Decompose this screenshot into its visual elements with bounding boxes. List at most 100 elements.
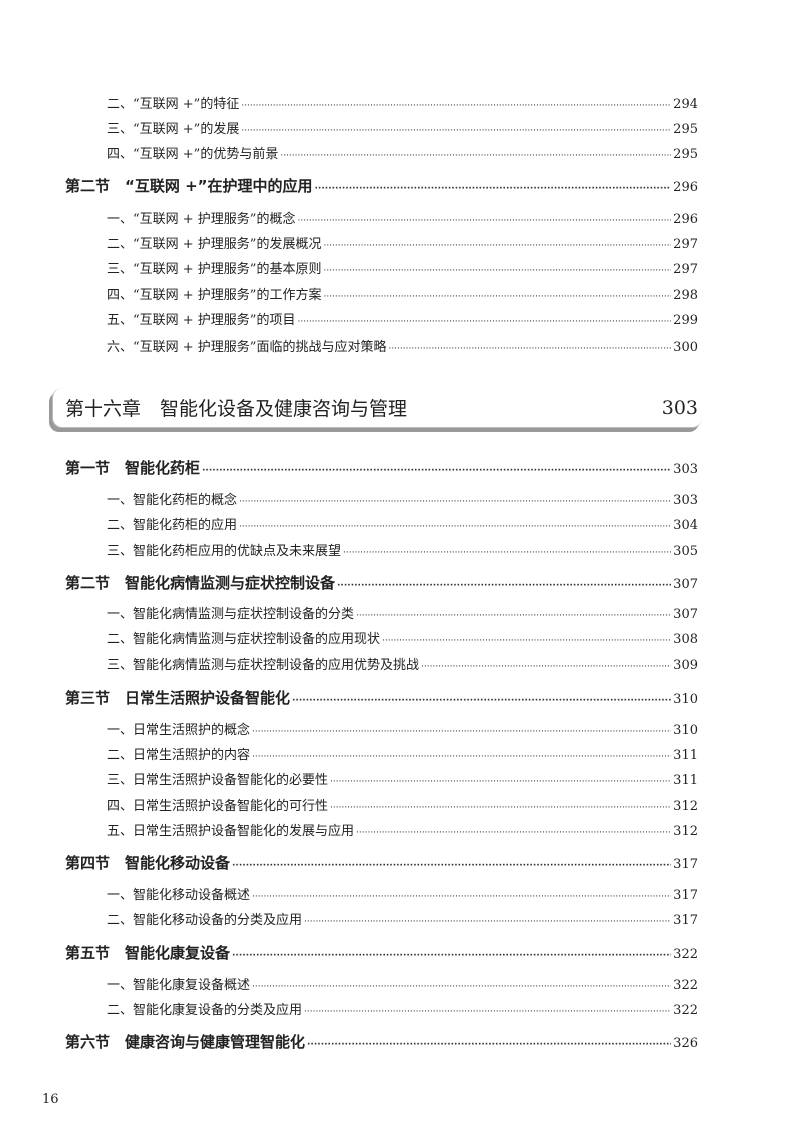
entry-page: 322 [673,978,698,993]
dot-leader [280,152,671,161]
toc-subsection-entry[interactable]: 二、智能化病情监测与症状控制设备的应用现状 308 [0,628,698,647]
entry-title: 一、智能化病情监测与症状控制设备的分类 [107,607,355,622]
entry-page: 317 [673,913,698,928]
entry-page: 298 [673,288,698,303]
dot-leader [330,778,671,787]
toc-subsection-entry[interactable]: 二、智能化康复设备的分类及应用 322 [0,999,698,1018]
entry-title: 四、“互联网 +”的优势与前景 [107,147,279,162]
dot-leader [202,467,671,476]
dot-leader [239,498,671,507]
toc-subsection-entry[interactable]: 二、智能化药柜的应用 304 [0,514,698,533]
entry-title: 三、智能化病情监测与症状控制设备的应用优势及挑战 [107,658,420,673]
entry-title: 五、日常生活照护设备智能化的发展与应用 [107,824,355,839]
entry-page: 296 [673,180,698,195]
entry-title: 四、日常生活照护设备智能化的可行性 [107,799,329,814]
entry-title: 一、“互联网 + 护理服务”的概念 [107,212,296,227]
toc-section-entry[interactable]: 第二节 智能化病情监测与症状控制设备 307 [0,572,698,593]
entry-title: 二、智能化移动设备的分类及应用 [107,913,303,928]
toc-section-entry[interactable]: 第一节 智能化药柜 303 [0,457,698,478]
dot-leader [382,637,671,646]
entry-title: 三、日常生活照护设备智能化的必要性 [107,773,329,788]
entry-page: 303 [673,493,698,508]
entry-page: 305 [673,544,698,559]
chapter-heading[interactable]: 第十六章 智能化设备及健康咨询与管理 303 [52,388,702,428]
toc-subsection-entry[interactable]: 一、智能化康复设备概述 322 [0,974,698,993]
entry-page: 317 [673,888,698,903]
toc-section-entry[interactable]: 第五节 智能化康复设备 322 [0,942,698,963]
entry-title: 二、日常生活照护的内容 [107,748,251,763]
toc-subsection-entry[interactable]: 四、日常生活照护设备智能化的可行性 312 [0,795,698,814]
entry-title: 二、智能化康复设备的分类及应用 [107,1003,303,1018]
toc-subsection-entry[interactable]: 三、“互联网 + 护理服务”的基本原则 297 [0,258,698,277]
dot-leader [241,127,671,136]
entry-title: 四、“互联网 + 护理服务”的工作方案 [107,288,322,303]
dot-leader [337,582,671,591]
toc-subsection-entry[interactable]: 三、日常生活照护设备智能化的必要性 311 [0,769,698,788]
dot-leader [307,1041,671,1050]
toc-subsection-entry[interactable]: 二、“互联网 + 护理服务”的发展概况 297 [0,233,698,252]
entry-page: 308 [673,632,698,647]
entry-title: 三、“互联网 + 护理服务”的基本原则 [107,262,322,277]
chapter-title: 第十六章 智能化设备及健康咨询与管理 [65,398,408,420]
entry-title: 二、“互联网 +”的特征 [107,97,240,112]
entry-title: 一、日常生活照护的概念 [107,723,251,738]
entry-title: 二、智能化病情监测与症状控制设备的应用现状 [107,632,381,647]
dot-leader [421,663,671,672]
toc-section-entry[interactable]: 第二节 “互联网 +”在护理中的应用 296 [0,175,698,196]
dot-leader [315,185,672,194]
entry-page: 295 [673,122,698,137]
entry-title: 一、智能化康复设备概述 [107,978,251,993]
entry-page: 297 [673,237,698,252]
entry-page: 311 [673,748,698,763]
dot-leader [252,753,671,762]
dot-leader [304,1008,671,1017]
dot-leader [252,983,671,992]
toc-subsection-entry[interactable]: 一、“互联网 + 护理服务”的概念 296 [0,208,698,227]
toc-subsection-entry[interactable]: 一、智能化病情监测与症状控制设备的分类 307 [0,603,698,622]
dot-leader [297,318,671,327]
entry-title: 第六节 健康咨询与健康管理智能化 [65,1033,306,1051]
entry-page: 299 [673,313,698,328]
toc-subsection-entry[interactable]: 一、日常生活照护的概念 310 [0,719,698,738]
entry-title: 三、智能化药柜应用的优缺点及未来展望 [107,544,342,559]
toc-subsection-entry[interactable]: 四、“互联网 +”的优势与前景 295 [0,143,698,162]
entry-title: 一、智能化移动设备概述 [107,888,251,903]
entry-page: 312 [673,799,698,814]
toc-subsection-entry[interactable]: 四、“互联网 + 护理服务”的工作方案 298 [0,284,698,303]
entry-page: 296 [673,212,698,227]
toc-subsection-entry[interactable]: 三、智能化病情监测与症状控制设备的应用优势及挑战 309 [0,654,698,673]
toc-section-entry[interactable]: 第四节 智能化移动设备 317 [0,852,698,873]
toc-subsection-entry[interactable]: 二、日常生活照护的内容 311 [0,744,698,763]
entry-page: 311 [673,773,698,788]
entry-page: 322 [673,947,698,962]
toc-subsection-entry[interactable]: 三、智能化药柜应用的优缺点及未来展望 305 [0,540,698,559]
entry-title: 第一节 智能化药柜 [65,459,201,477]
toc-subsection-entry[interactable]: 五、日常生活照护设备智能化的发展与应用 312 [0,820,698,839]
entry-title: 五、“互联网 + 护理服务”的项目 [107,313,296,328]
entry-title: 二、智能化药柜的应用 [107,518,238,533]
entry-title: 第二节 智能化病情监测与症状控制设备 [65,574,336,592]
toc-subsection-entry[interactable]: 三、“互联网 +”的发展 295 [0,118,698,137]
entry-page: 322 [673,1003,698,1018]
dot-leader [343,549,671,558]
dot-leader [239,523,671,532]
dot-leader [241,102,671,111]
entry-title: 第二节 “互联网 +”在护理中的应用 [65,177,313,195]
entry-title: 六、“互联网 + 护理服务”面临的挑战与应对策略 [107,340,387,355]
toc-subsection-entry[interactable]: 二、“互联网 +”的特征 294 [0,93,698,112]
toc-section-entry[interactable]: 第三节 日常生活照护设备智能化 310 [0,687,698,708]
chapter-page: 303 [661,396,698,419]
toc-subsection-entry[interactable]: 二、智能化移动设备的分类及应用 317 [0,909,698,928]
entry-title: 第三节 日常生活照护设备智能化 [65,689,291,707]
dot-leader [232,952,671,961]
entry-title: 三、“互联网 +”的发展 [107,122,240,137]
dot-leader [304,918,671,927]
toc-subsection-entry[interactable]: 六、“互联网 + 护理服务”面临的挑战与应对策略 300 [0,336,698,355]
entry-page: 310 [673,723,698,738]
toc-subsection-entry[interactable]: 五、“互联网 + 护理服务”的项目 299 [0,309,698,328]
toc-subsection-entry[interactable]: 一、智能化药柜的概念 303 [0,489,698,508]
entry-page: 304 [673,518,698,533]
toc-section-entry[interactable]: 第六节 健康咨询与健康管理智能化 326 [0,1031,698,1052]
entry-title: 第四节 智能化移动设备 [65,854,231,872]
toc-subsection-entry[interactable]: 一、智能化移动设备概述 317 [0,884,698,903]
